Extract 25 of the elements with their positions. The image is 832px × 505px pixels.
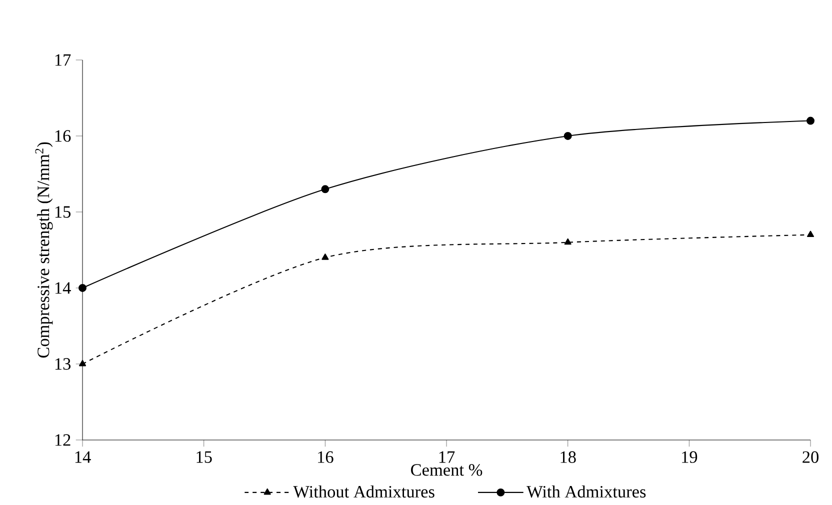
x-tick-label: 15 (196, 451, 212, 463)
legend-label: With Admixtures (526, 485, 646, 498)
y-tick-label: 14 (55, 282, 71, 294)
y-tick-label: 16 (55, 130, 71, 142)
y-tick-label: 12 (55, 434, 70, 446)
point (321, 185, 330, 194)
x-tick-label: 18 (560, 451, 576, 463)
y-axis-title: Compressive strength (N/mm$^{2}$) (35, 142, 53, 358)
point (322, 253, 329, 260)
point (564, 132, 572, 140)
y-tick-label: 17 (55, 54, 71, 66)
point (564, 238, 572, 244)
x-tick-label: 20 (802, 451, 818, 463)
x-tick-label: 14 (75, 451, 91, 463)
point (78, 284, 87, 292)
point (806, 230, 814, 237)
point (806, 116, 814, 125)
y-tick-label: 13 (55, 358, 71, 370)
y-tick-label: 15 (55, 206, 71, 218)
x-axis-title: Cement % (411, 464, 482, 476)
legend-label: Without Admixtures (293, 485, 434, 498)
x-tick-label: 16 (318, 451, 334, 463)
x-tick-label: 19 (682, 451, 698, 463)
x-tick-label: 17 (439, 451, 455, 463)
point (78, 360, 86, 366)
